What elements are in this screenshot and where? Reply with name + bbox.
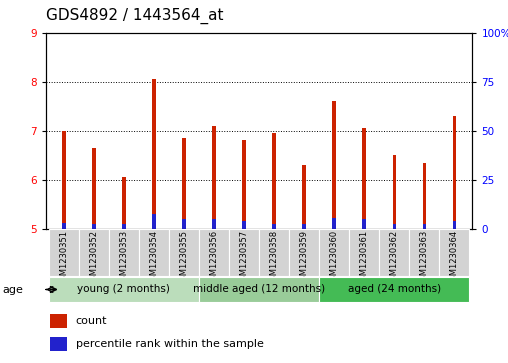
Bar <box>302 224 306 229</box>
Bar <box>453 221 456 229</box>
Text: count: count <box>76 316 107 326</box>
Text: GSM1230359: GSM1230359 <box>300 230 309 286</box>
Bar <box>199 229 229 276</box>
Bar <box>423 224 426 229</box>
Bar <box>393 224 396 229</box>
Bar <box>212 126 216 229</box>
Text: GSM1230357: GSM1230357 <box>240 230 248 286</box>
Text: GSM1230362: GSM1230362 <box>390 230 399 286</box>
Bar <box>319 229 349 276</box>
Bar <box>362 128 366 229</box>
Bar <box>439 229 469 276</box>
Bar <box>62 223 66 229</box>
Bar <box>109 229 139 276</box>
Text: percentile rank within the sample: percentile rank within the sample <box>76 339 264 350</box>
Bar <box>302 165 306 229</box>
Bar <box>379 229 409 276</box>
Text: GDS4892 / 1443564_at: GDS4892 / 1443564_at <box>46 7 223 24</box>
Bar <box>349 229 379 276</box>
Bar <box>212 219 216 229</box>
Bar <box>182 138 186 229</box>
Bar <box>453 116 456 229</box>
Text: GSM1230364: GSM1230364 <box>450 230 459 286</box>
Bar <box>92 224 96 229</box>
Bar <box>423 163 426 229</box>
Text: aged (24 months): aged (24 months) <box>348 285 441 294</box>
Bar <box>259 229 289 276</box>
Bar <box>169 229 199 276</box>
Bar <box>92 148 96 229</box>
Bar <box>122 224 125 229</box>
Bar <box>319 277 469 302</box>
Text: GSM1230352: GSM1230352 <box>89 230 99 286</box>
Bar <box>49 277 199 302</box>
Bar <box>393 155 396 229</box>
Bar <box>50 337 67 351</box>
Bar <box>362 219 366 229</box>
Bar <box>50 314 67 328</box>
Text: GSM1230363: GSM1230363 <box>420 230 429 286</box>
Text: GSM1230353: GSM1230353 <box>119 230 129 286</box>
Bar <box>49 229 79 276</box>
Text: age: age <box>3 285 23 295</box>
Bar <box>79 229 109 276</box>
Bar <box>152 79 156 229</box>
Bar <box>199 277 319 302</box>
Text: GSM1230360: GSM1230360 <box>330 230 339 286</box>
Bar <box>409 229 439 276</box>
Bar <box>332 101 336 229</box>
Bar <box>229 229 259 276</box>
Text: middle aged (12 months): middle aged (12 months) <box>193 285 325 294</box>
Bar <box>332 218 336 229</box>
Bar <box>242 140 246 229</box>
Bar <box>122 177 125 229</box>
Bar <box>242 221 246 229</box>
Bar <box>272 133 276 229</box>
Bar <box>62 131 66 229</box>
Text: GSM1230358: GSM1230358 <box>270 230 278 286</box>
Text: GSM1230354: GSM1230354 <box>149 230 158 286</box>
Bar <box>272 224 276 229</box>
Text: young (2 months): young (2 months) <box>77 285 170 294</box>
Bar <box>139 229 169 276</box>
Text: GSM1230355: GSM1230355 <box>179 230 188 286</box>
Text: GSM1230351: GSM1230351 <box>59 230 68 286</box>
Bar <box>182 219 186 229</box>
Text: GSM1230356: GSM1230356 <box>209 230 218 286</box>
Bar <box>152 214 156 229</box>
Text: GSM1230361: GSM1230361 <box>360 230 369 286</box>
Bar <box>289 229 319 276</box>
